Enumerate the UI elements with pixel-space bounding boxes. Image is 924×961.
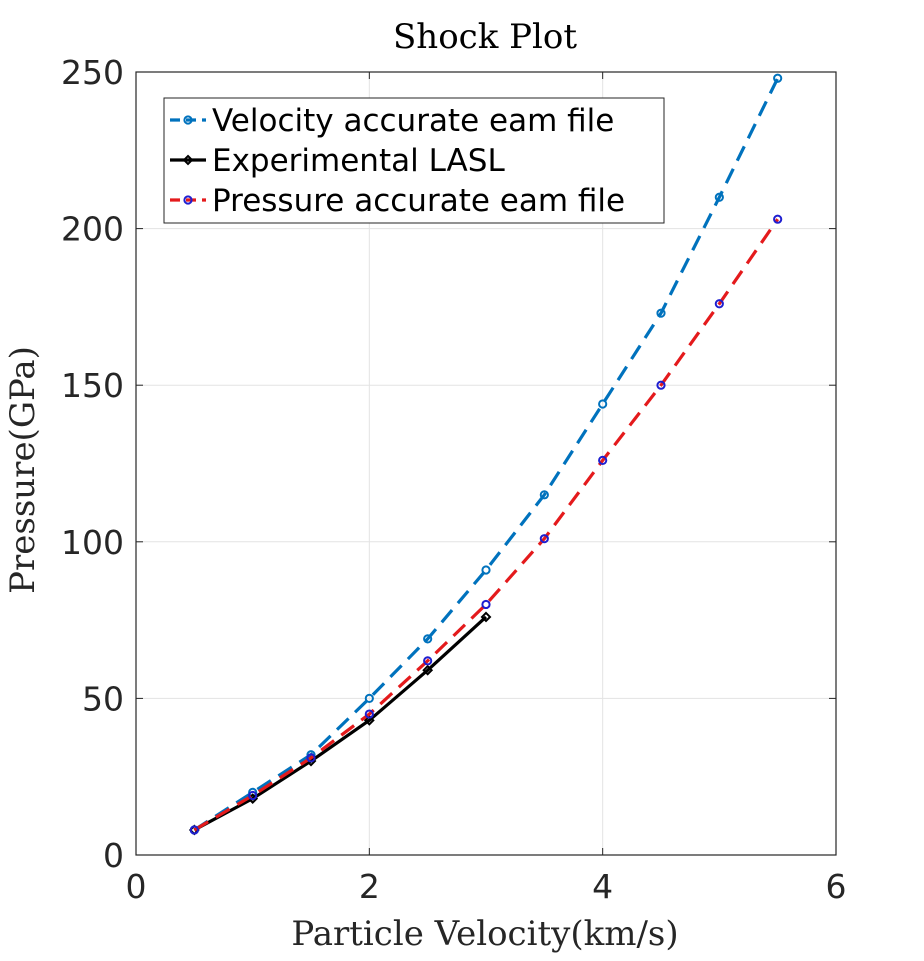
- y-tick-label: 150: [61, 366, 124, 405]
- data-point: [364, 693, 374, 704]
- data-point: [423, 656, 433, 666]
- series-line: [193, 218, 779, 832]
- data-point: [481, 599, 491, 610]
- data-point: [422, 664, 434, 676]
- series-line: [193, 77, 780, 832]
- data-point: [306, 753, 316, 763]
- data-point: [714, 192, 724, 202]
- legend-label: Pressure accurate eam file: [212, 183, 625, 219]
- y-tick-label: 250: [61, 53, 124, 92]
- series-line: [193, 615, 488, 832]
- data-point: [656, 380, 666, 390]
- y-tick-label: 0: [103, 836, 124, 875]
- x-tick-label: 2: [359, 867, 380, 906]
- y-tick-label: 100: [61, 523, 124, 562]
- x-tick-label: 4: [592, 867, 613, 906]
- data-point: [189, 825, 199, 835]
- legend-label: Experimental LASL: [212, 143, 505, 179]
- chart-title: Shock Plot: [393, 17, 577, 57]
- legend: Velocity accurate eam file Experimental L…: [163, 97, 665, 224]
- y-tick-label: 50: [82, 679, 124, 718]
- data-point: [248, 790, 258, 801]
- x-axis-label: Particle Velocity(km/s): [291, 914, 678, 954]
- data-point: [598, 399, 608, 409]
- axes-box: [135, 71, 837, 856]
- data-point: [423, 634, 433, 644]
- legend-label: Velocity accurate eam file: [212, 103, 614, 139]
- legend-item: Experimental LASL: [170, 143, 505, 179]
- legend-swatch-marker: [183, 115, 193, 125]
- legend-swatch-marker: [183, 195, 193, 205]
- data-point: [773, 214, 783, 224]
- legend-item: Pressure accurate eam file: [170, 183, 625, 219]
- y-tick-label: 200: [61, 210, 124, 249]
- data-point: [364, 709, 374, 719]
- plot-series: [188, 73, 783, 836]
- y-axis-label: Pressure(GPa): [3, 346, 43, 594]
- x-tick-label: 6: [826, 867, 847, 906]
- data-point: [714, 299, 724, 309]
- legend-item: Velocity accurate eam file: [170, 103, 614, 139]
- data-point: [598, 455, 608, 465]
- data-point: [539, 490, 549, 500]
- data-point: [481, 565, 491, 575]
- data-point: [480, 611, 492, 623]
- axis-ticks: 0 2 4 6 0 50 100 150 200 250: [61, 53, 847, 906]
- data-point: [363, 714, 375, 726]
- series-3: [189, 214, 783, 835]
- data-point: [773, 73, 783, 83]
- legend-swatch-marker: [182, 154, 194, 166]
- data-point: [539, 534, 549, 544]
- data-point: [656, 308, 666, 318]
- x-tick-label: 0: [126, 867, 147, 906]
- legend-box: [163, 97, 665, 224]
